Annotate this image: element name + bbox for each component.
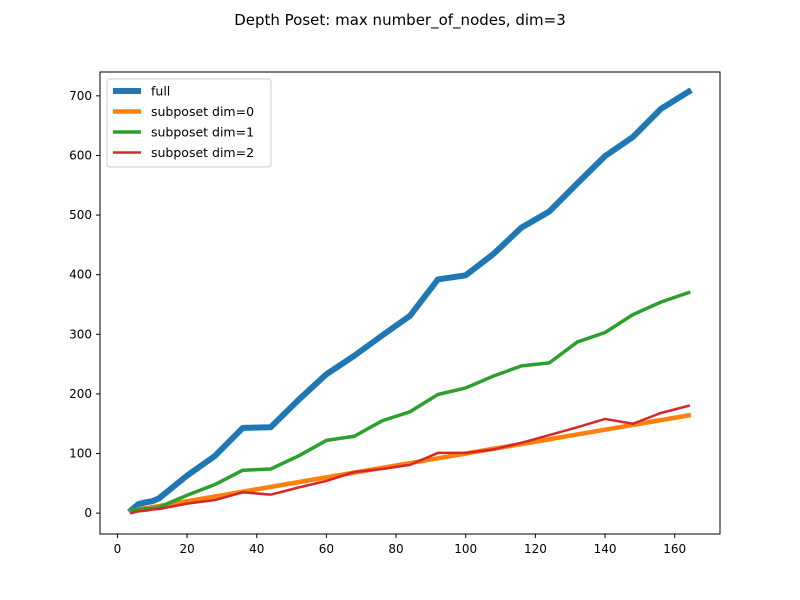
y-tick-label: 200 [69,387,92,401]
legend-label-2: subposet dim=1 [151,125,254,140]
series-line-1 [128,412,692,514]
x-axis: 0 20 40 60 80 100 120 140 160 [114,534,686,556]
y-tick-label: 500 [69,208,92,222]
y-tick-label: 700 [69,89,92,103]
plot-lines [127,87,693,515]
x-tick-label: 60 [319,542,334,556]
legend-label-1: subposet dim=0 [151,104,254,119]
series-line-3 [129,404,691,515]
x-tick-label: 80 [388,542,403,556]
y-tick-label: 0 [84,506,92,520]
x-tick-label: 20 [179,542,194,556]
legend: full subposet dim=0 subposet dim=1 subposet… [106,78,272,168]
y-tick-label: 600 [69,148,92,162]
chart-title: Depth Poset: max number_of_nodes, dim=3 [234,11,566,30]
x-tick-label: 100 [454,542,477,556]
y-tick-label: 400 [69,268,92,282]
series-line-2 [129,290,691,513]
series-line-0 [127,87,693,515]
x-tick-label: 140 [594,542,617,556]
x-tick-label: 160 [663,542,686,556]
legend-box [106,78,272,168]
legend-label-3: subposet dim=2 [151,145,254,160]
x-tick-label: 40 [249,542,264,556]
x-tick-label: 0 [114,542,122,556]
y-tick-label: 300 [69,327,92,341]
legend-label-0: full [151,84,170,99]
x-tick-label: 120 [524,542,547,556]
axes-frame [99,71,721,535]
y-axis: 0 100 200 300 400 500 600 700 [69,89,100,520]
y-tick-label: 100 [69,447,92,461]
